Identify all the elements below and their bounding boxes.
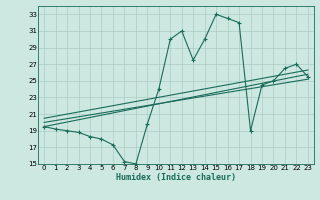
X-axis label: Humidex (Indice chaleur): Humidex (Indice chaleur) (116, 173, 236, 182)
